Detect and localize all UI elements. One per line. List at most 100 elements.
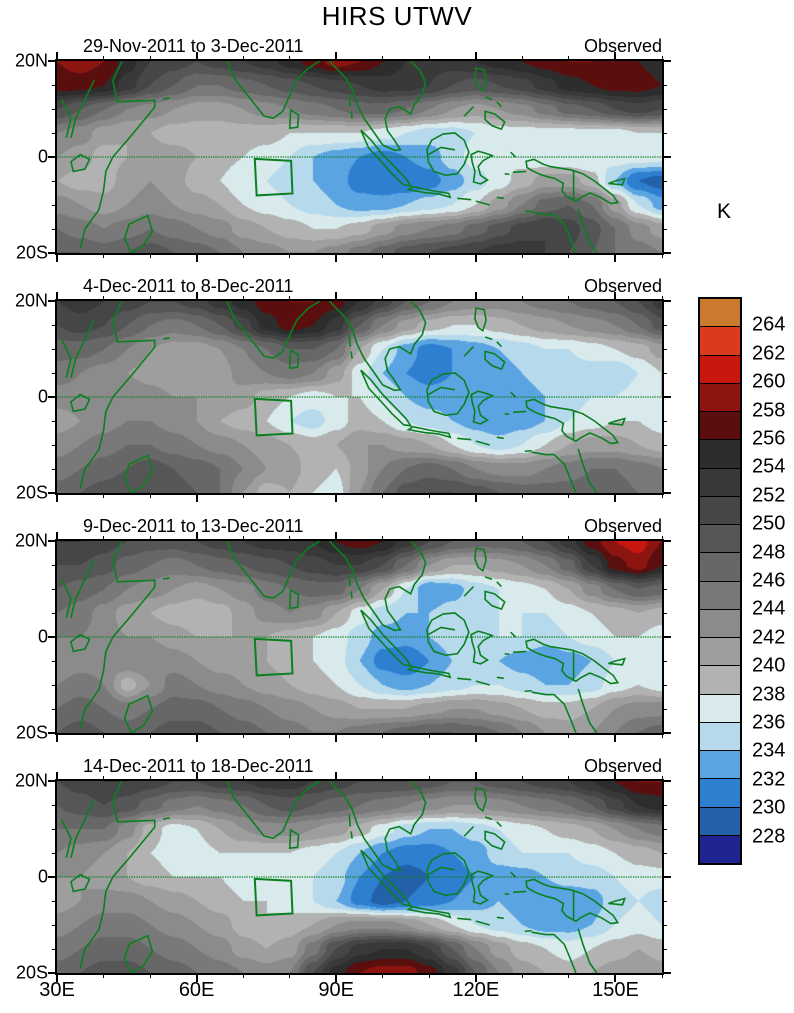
y-axis-label: 0 [37, 386, 48, 407]
tick-mark [474, 973, 477, 982]
tick-mark [662, 108, 667, 110]
y-axis-label: 20S [15, 962, 48, 983]
colorbar-tick-label: 238 [752, 683, 786, 706]
colorbar-tick-label: 258 [752, 399, 786, 422]
tick-mark [52, 948, 57, 950]
y-axis-label: 0 [37, 146, 48, 167]
tick-mark [662, 300, 671, 302]
coastline [475, 788, 486, 811]
tick-mark [48, 492, 57, 494]
tick-mark [52, 180, 57, 182]
tick-mark [242, 973, 244, 978]
colorbar-tick-label: 254 [752, 455, 786, 478]
tick-mark [568, 536, 570, 541]
tick-mark [56, 532, 58, 541]
tick-mark [103, 56, 105, 61]
coastline [505, 632, 526, 654]
tick-mark [662, 60, 671, 62]
tick-mark [289, 493, 291, 498]
tick-mark [149, 733, 151, 738]
tick-mark [149, 536, 151, 541]
colorbar-tick-label: 242 [752, 626, 786, 649]
tick-mark [195, 532, 198, 541]
colorbar-cell [700, 666, 740, 695]
tick-mark [662, 708, 667, 710]
tick-mark [474, 532, 477, 541]
study-region-box [255, 639, 293, 675]
tick-mark [662, 84, 667, 86]
coastline [124, 456, 152, 493]
tick-mark [662, 372, 667, 374]
tick-mark [335, 772, 338, 781]
tick-mark [474, 772, 477, 781]
coastline [485, 591, 505, 609]
tick-mark [568, 776, 570, 781]
tick-mark [428, 536, 430, 541]
tick-mark [242, 253, 244, 258]
coastline [71, 875, 90, 892]
tick-mark [568, 733, 570, 738]
colorbar-cell [700, 383, 740, 412]
y-axis-label: 20N [14, 50, 48, 71]
coastline [428, 627, 455, 634]
tick-mark [474, 52, 477, 61]
coastline [408, 667, 450, 678]
colorbar-cell [700, 440, 740, 469]
map-panel-2: 4-Dec-2011 to 8-Dec-2011 Observed 20N 0 20… [15, 276, 671, 503]
coastline [505, 152, 526, 174]
coastline [428, 867, 455, 874]
tick-mark [662, 636, 671, 638]
x-axis-labels: 30E 60E 90E 120E 150E [0, 979, 794, 1005]
tick-mark [568, 493, 570, 498]
colorbar [698, 297, 742, 865]
tick-mark [428, 493, 430, 498]
colorbar-cell [700, 327, 740, 356]
colorbar-tick-label: 250 [752, 512, 786, 535]
tick-mark [614, 772, 617, 781]
coastline [62, 800, 95, 858]
colorbar-cell [700, 468, 740, 497]
tick-mark [242, 536, 244, 541]
tick-mark [56, 733, 58, 742]
tick-mark [428, 253, 430, 258]
tick-mark [52, 852, 57, 854]
tick-mark [52, 348, 57, 350]
tick-mark [48, 636, 57, 638]
colorbar-tick-label: 236 [752, 711, 786, 734]
y-axis-label: 20S [15, 482, 48, 503]
coastline [428, 147, 455, 154]
coastline [471, 151, 492, 184]
tick-mark [52, 588, 57, 590]
coastline [361, 370, 411, 426]
colorbar-tick-label: 230 [752, 796, 786, 819]
coastline [428, 387, 455, 394]
panel-source-label: Observed [583, 756, 662, 776]
coastline [464, 97, 501, 116]
tick-mark [614, 532, 617, 541]
tick-mark [103, 973, 105, 978]
tick-mark [662, 732, 671, 734]
coastline [427, 133, 469, 175]
colorbar-unit-label: K [716, 200, 731, 223]
tick-mark [662, 252, 671, 254]
y-axis-label: 20S [15, 722, 48, 743]
tick-mark [661, 776, 663, 781]
coastline [526, 399, 618, 443]
tick-mark [614, 292, 617, 301]
tick-mark [662, 180, 667, 182]
tick-mark [48, 156, 57, 158]
tick-mark [662, 876, 671, 878]
coastline [505, 872, 526, 894]
tick-mark [52, 372, 57, 374]
tick-mark [103, 253, 105, 258]
tick-mark [474, 292, 477, 301]
tick-mark [52, 324, 57, 326]
tick-mark [52, 204, 57, 206]
coastline [62, 320, 95, 378]
tick-mark [149, 253, 151, 258]
colorbar-cell [700, 496, 740, 525]
tick-mark [662, 828, 667, 830]
coastline [427, 853, 469, 895]
tick-mark [614, 733, 617, 742]
